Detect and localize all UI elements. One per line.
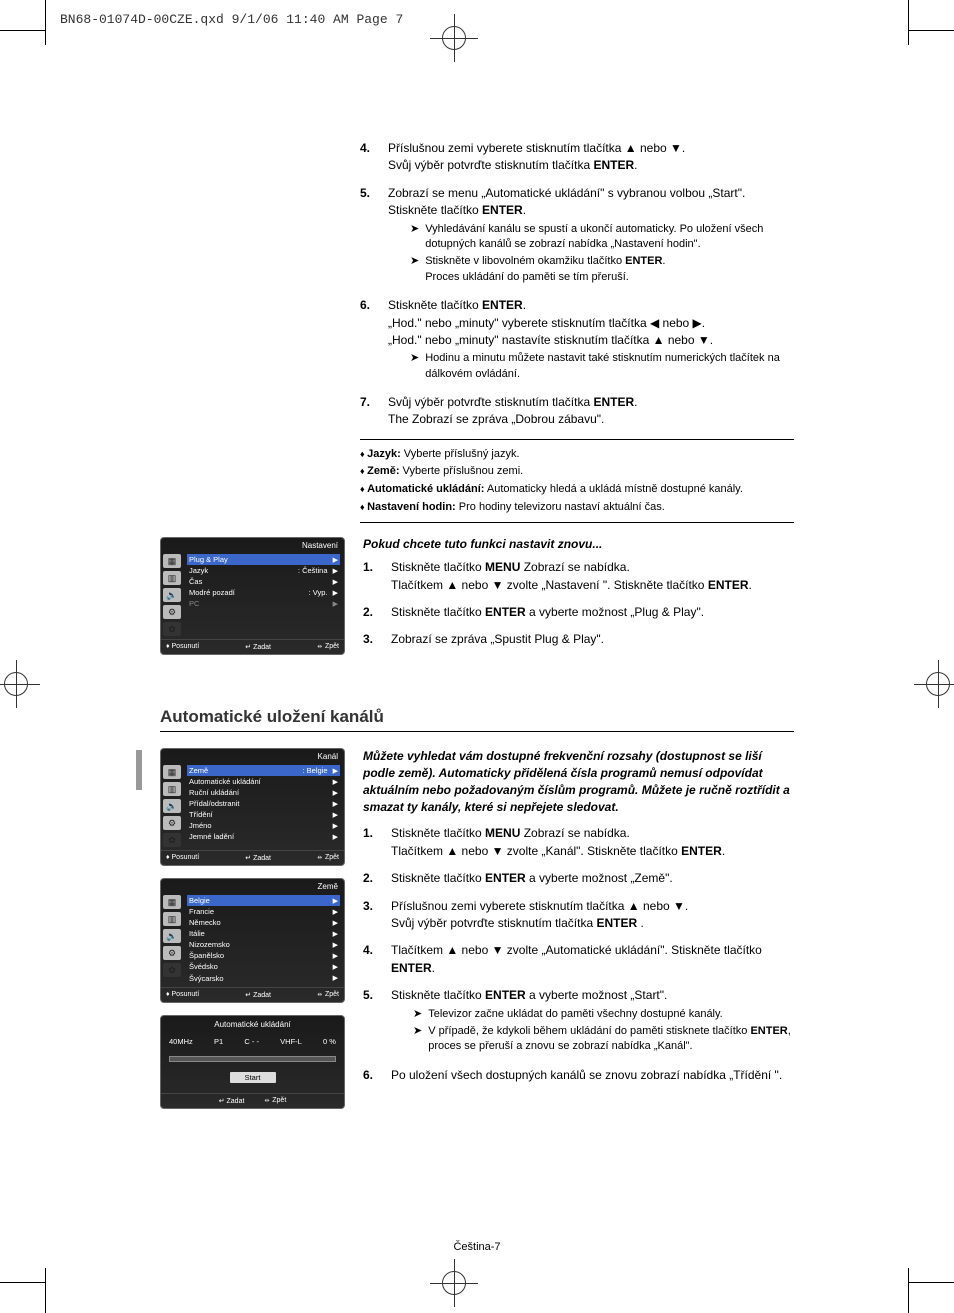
osd-auto-store: Automatické ukládání40MHzP1C - -VHF-L0 %… [160, 1015, 345, 1109]
registration-mark [914, 660, 954, 708]
osd-category-icon: ▥ [163, 912, 181, 926]
top-steps: 4.Příslušnou zemi vyberete stisknutím tl… [360, 140, 794, 429]
definition-row: Země: Vyberte příslušnou zemi. [360, 463, 794, 481]
section-title: Automatické uložení kanálů [160, 707, 794, 732]
osd-row: PC ▶ [187, 599, 340, 610]
osd-menu: Kanál▦▥🔊⚙✿Země: Belgie ▶Automatické uklá… [160, 748, 345, 866]
osd-row: Plug & Play ▶ [187, 554, 340, 565]
step-item: 1.Stiskněte tlačítko MENU Zobrazí se nab… [363, 559, 794, 594]
osd-category-icon: 🔊 [163, 799, 181, 813]
step-item: 5.Stiskněte tlačítko ENTER a vyberte mož… [363, 987, 794, 1057]
osd-category-icon: ▦ [163, 895, 181, 909]
osd-category-icon: 🔊 [163, 929, 181, 943]
osd-row: Španělsko ▶ [187, 951, 340, 962]
registration-mark [430, 1259, 478, 1307]
step-item: 3.Zobrazí se zpráva „Spustit Plug & Play… [363, 631, 794, 648]
sub-steps: 1.Stiskněte tlačítko MENU Zobrazí se nab… [363, 559, 794, 649]
step-item: 4.Tlačítkem ▲ nebo ▼ zvolte „Automatické… [363, 942, 794, 977]
registration-mark [430, 14, 478, 62]
side-accent [136, 750, 142, 790]
osd-category-icon: ⚙ [163, 605, 181, 619]
step-item: 2.Stiskněte tlačítko ENTER a vyberte mož… [363, 870, 794, 887]
step-item: 3.Příslušnou zemi vyberete stisknutím tl… [363, 898, 794, 933]
osd-row: Švýcarsko ▶ [187, 973, 340, 984]
sub-heading: Pokud chcete tuto funkci nastavit znovu.… [363, 537, 794, 551]
definition-row: Automatické ukládání: Automaticky hledá … [360, 481, 794, 499]
osd-row: Modré pozadí: Vyp. ▶ [187, 588, 340, 599]
definition-row: Jazyk: Vyberte příslušný jazyk. [360, 446, 794, 464]
osd-row: Jméno ▶ [187, 821, 340, 832]
osd-row: Automatické ukládání ▶ [187, 776, 340, 787]
osd-row: Přídal/odstranit ▶ [187, 799, 340, 810]
osd-row: Francie ▶ [187, 906, 340, 917]
osd-menu: Nastavení▦▥🔊⚙✿Plug & Play ▶Jazyk: Češtin… [160, 537, 345, 655]
section-intro: Můžete vyhledat vám dostupné frekvenční … [363, 748, 794, 815]
osd-category-icon: ✿ [163, 963, 181, 977]
osd-category-icon: ✿ [163, 622, 181, 636]
osd-row: Ruční ukládání ▶ [187, 787, 340, 798]
step-item: 5.Zobrazí se menu „Automatické ukládání"… [360, 185, 794, 287]
osd-menu: Země▦▥🔊⚙✿Belgie ▶Francie ▶Německo ▶Itáli… [160, 878, 345, 1003]
osd-category-icon: ▥ [163, 571, 181, 585]
definition-row: Nastavení hodin: Pro hodiny televizoru n… [360, 499, 794, 517]
step-item: 4.Příslušnou zemi vyberete stisknutím tl… [360, 140, 794, 175]
osd-category-icon: ▦ [163, 765, 181, 779]
osd-row: Itálie ▶ [187, 929, 340, 940]
content-area: 4.Příslušnou zemi vyberete stisknutím tl… [160, 140, 794, 1109]
step-item: 6.Po uložení všech dostupných kanálů se … [363, 1067, 794, 1084]
osd-row: Čas ▶ [187, 576, 340, 587]
start-button: Start [230, 1072, 276, 1083]
osd-row: Německo ▶ [187, 917, 340, 928]
osd-row: Země: Belgie ▶ [187, 765, 340, 776]
osd-category-icon: ✿ [163, 833, 181, 847]
step-item: 7.Svůj výběr potvrďte stisknutím tlačítk… [360, 394, 794, 429]
osd-row: Jazyk: Čeština ▶ [187, 565, 340, 576]
osd-category-icon: 🔊 [163, 588, 181, 602]
step-item: 2.Stiskněte tlačítko ENTER a vyberte mož… [363, 604, 794, 621]
osd-category-icon: ⚙ [163, 946, 181, 960]
step-item: 1.Stiskněte tlačítko MENU Zobrazí se nab… [363, 825, 794, 860]
osd-row: Švédsko ▶ [187, 962, 340, 973]
file-meta: BN68-01074D-00CZE.qxd 9/1/06 11:40 AM Pa… [60, 12, 403, 27]
osd-category-icon: ▦ [163, 554, 181, 568]
osd-row: Belgie ▶ [187, 895, 340, 906]
osd-row: Nizozemsko ▶ [187, 940, 340, 951]
definition-box: Jazyk: Vyberte příslušný jazyk.Země: Vyb… [360, 439, 794, 523]
osd-category-icon: ⚙ [163, 816, 181, 830]
osd-row: Třídění ▶ [187, 810, 340, 821]
page: BN68-01074D-00CZE.qxd 9/1/06 11:40 AM Pa… [0, 0, 954, 1313]
page-number: Čeština-7 [0, 1241, 954, 1253]
step-item: 6.Stiskněte tlačítko ENTER.„Hod." nebo „… [360, 297, 794, 384]
registration-mark [0, 660, 40, 708]
section2-steps: 1.Stiskněte tlačítko MENU Zobrazí se nab… [363, 825, 794, 1084]
osd-row: Jemné ladění ▶ [187, 832, 340, 843]
osd-category-icon: ▥ [163, 782, 181, 796]
